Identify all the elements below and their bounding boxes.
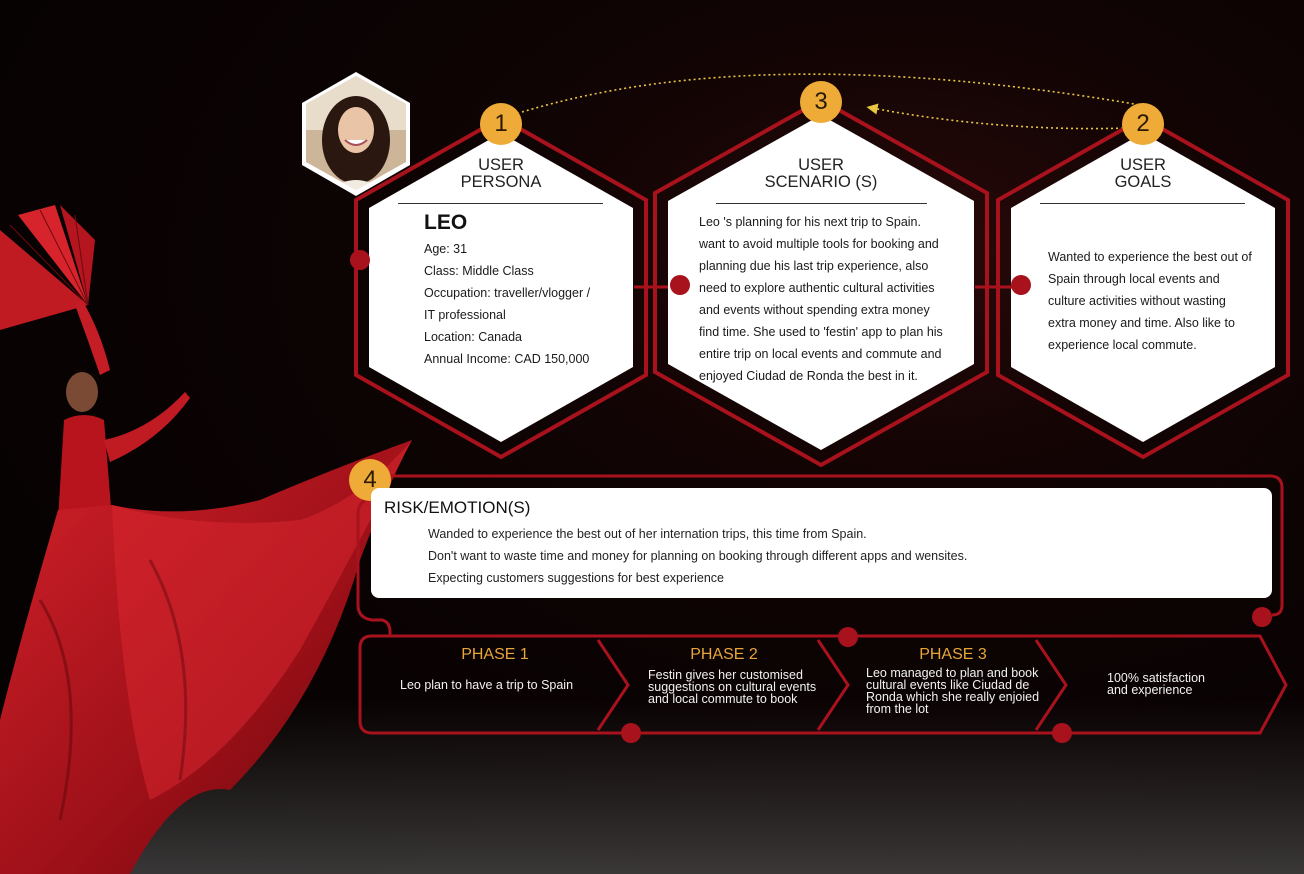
connector-dot [1011, 275, 1031, 295]
risk-panel [371, 488, 1272, 598]
goals-title: USER GOALS [1114, 156, 1172, 191]
step-badge-1: 1 [480, 103, 522, 145]
phase-1-title: PHASE 1 [461, 646, 529, 663]
step-badge-2: 2 [1122, 103, 1164, 145]
scenario-text: Leo 's planning for his next trip to Spa… [699, 215, 943, 383]
persona-hexagon [354, 115, 648, 460]
persona-title: USER PERSONA [460, 156, 542, 191]
step-badge-3: 3 [800, 81, 842, 123]
persona-details: LEO Age: 31 Class: Middle Class Occupati… [424, 211, 634, 370]
goals-hexagon [996, 115, 1290, 460]
scenario-hexagon [653, 97, 989, 468]
persona-divider [398, 203, 603, 204]
phase-4-text: 100% satisfaction and experience [1107, 671, 1205, 697]
connector-dot [621, 723, 641, 743]
persona-detail: Age: 31 [424, 242, 468, 256]
flow-arrow-persona-to-goals [521, 73, 1141, 113]
goals-text: Wanted to experience the best out of Spa… [1048, 250, 1252, 352]
persona-detail: Annual Income: CAD 150,000 [424, 352, 590, 366]
risk-item: Wanded to experience the best out of her… [428, 527, 867, 541]
goals-divider [1040, 203, 1245, 204]
persona-detail: Occupation: traveller/vlogger / [424, 286, 591, 300]
risk-item: Don't want to waste time and money for p… [428, 549, 968, 563]
connector-dot [1052, 723, 1072, 743]
connector-dot [838, 627, 858, 647]
phase-1-text: Leo plan to have a trip to Spain [400, 678, 574, 692]
persona-detail: IT professional [424, 308, 506, 322]
phase-band [358, 634, 1288, 735]
phase-2-title: PHASE 2 [690, 646, 758, 663]
persona-detail: Location: Canada [424, 330, 522, 344]
risk-title: RISK/EMOTION(S) [384, 498, 531, 517]
avatar [302, 72, 410, 196]
connector-dot [670, 275, 690, 295]
phase-3-text: Leo managed to plan and book cultural ev… [866, 666, 1040, 716]
phase-2-text: Festin gives her customised suggestions … [648, 668, 817, 706]
persona-detail: Class: Middle Class [424, 264, 534, 278]
scenario-title: USER SCENARIO (S) [764, 156, 878, 191]
scenario-divider [716, 203, 927, 204]
connector-dot [1252, 607, 1272, 627]
connector-dot [350, 250, 370, 270]
persona-name: LEO [424, 211, 468, 234]
phase-3-title: PHASE 3 [919, 646, 987, 663]
risk-frame [356, 474, 1284, 636]
risk-item: Expecting customers suggestions for best… [428, 571, 724, 585]
flamenco-dancer-image [0, 205, 412, 874]
